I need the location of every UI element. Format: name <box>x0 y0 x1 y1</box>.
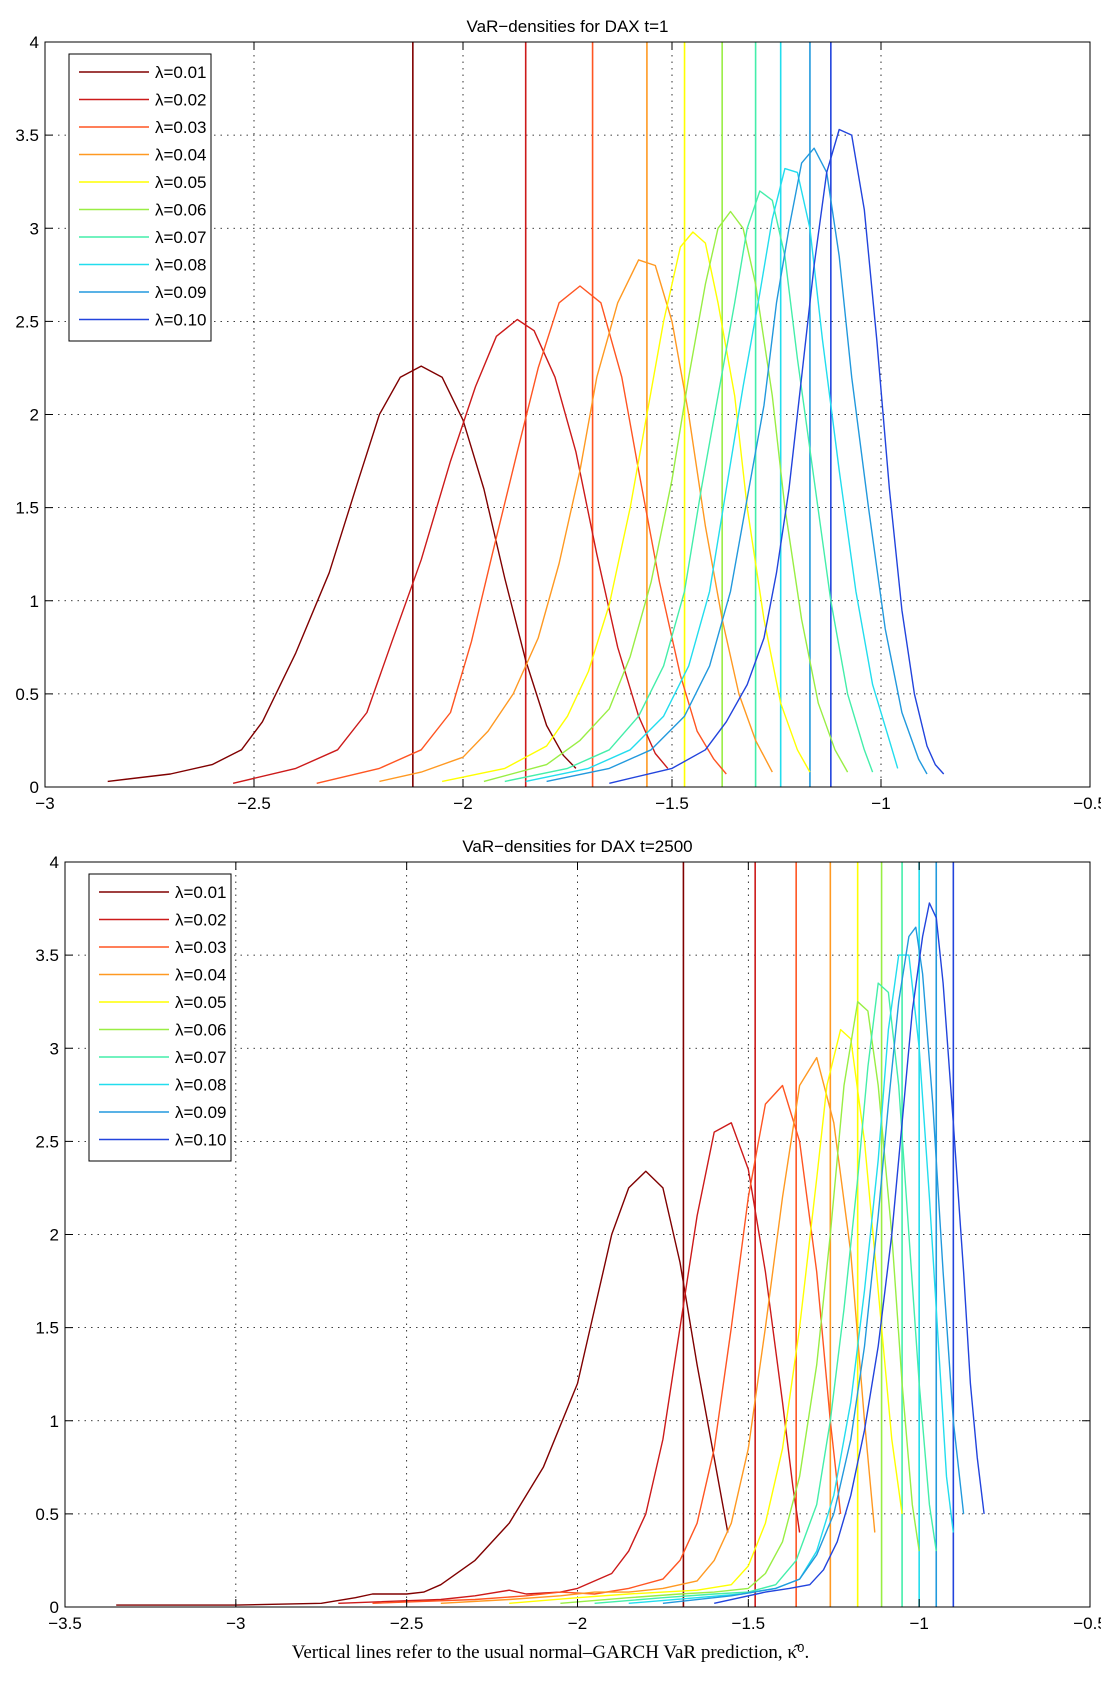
y-tick-label: 3 <box>50 1039 59 1058</box>
chart-panel-2: VaR−densities for DAX t=2500 −3.5 −3 −2.5 −2… <box>35 837 1101 1633</box>
series-line-8 <box>628 954 954 1604</box>
series-line-4 <box>440 1056 876 1604</box>
x-tick-label: −0.5 <box>1073 1614 1101 1633</box>
series-line-8 <box>525 167 899 783</box>
legend: λ=0.01 λ=0.02 λ=0.03 λ=0.04 λ=0.05 λ=0.06 λ=0.… <box>88 873 232 1162</box>
y-tick-label: 2 <box>50 1226 59 1245</box>
legend-label-8: λ=0.08 <box>155 256 207 275</box>
series-line-5 <box>509 1028 903 1604</box>
series-line-9 <box>662 926 965 1604</box>
plot-area <box>116 862 985 1607</box>
y-tick-label: 0 <box>30 778 39 797</box>
y-tick-label: 2.5 <box>35 1132 59 1151</box>
series-line-3 <box>372 1084 842 1604</box>
legend-box <box>68 53 212 342</box>
y-tick-label: 1.5 <box>35 1319 59 1338</box>
legend-label-2: λ=0.02 <box>155 91 207 110</box>
legend-label-7: λ=0.07 <box>175 1048 227 1067</box>
legend-label-2: λ=0.02 <box>175 911 227 930</box>
legend-label-9: λ=0.09 <box>155 283 207 302</box>
series-line-3 <box>316 285 727 784</box>
legend-label-3: λ=0.03 <box>175 938 227 957</box>
legend-label-3: λ=0.03 <box>155 118 207 137</box>
series-line-10 <box>609 128 945 784</box>
x-tick-label: −3 <box>226 1614 245 1633</box>
y-tick-label: 0 <box>50 1598 59 1617</box>
y-tick-label: 3.5 <box>35 946 59 965</box>
series-line-7 <box>504 190 874 783</box>
x-tick-label: −0.5 <box>1073 794 1101 813</box>
series-line-2 <box>338 1122 801 1604</box>
chart-panel-1: VaR−densities for DAX t=1 −3 −2.5 −2 −1.5 −1 −… <box>15 17 1101 813</box>
series-line-7 <box>594 982 937 1604</box>
legend-label-6: λ=0.06 <box>175 1021 227 1040</box>
legend-label-1: λ=0.01 <box>155 63 207 82</box>
y-tick-label: 4 <box>50 853 59 872</box>
y-tick-label: 0.5 <box>35 1505 59 1524</box>
legend-label-10: λ=0.10 <box>155 311 207 330</box>
legend-label-4: λ=0.04 <box>175 966 227 985</box>
x-tick-label: −3 <box>35 794 54 813</box>
chart-title: VaR−densities for DAX t=1 <box>467 17 669 36</box>
legend-label-4: λ=0.04 <box>155 146 207 165</box>
series-line-2 <box>232 318 669 784</box>
series-line-6 <box>483 210 849 783</box>
legend-label-9: λ=0.09 <box>175 1103 227 1122</box>
y-tick-label: 0.5 <box>15 685 39 704</box>
x-tick-label: −2 <box>568 1614 587 1633</box>
legend-label-6: λ=0.06 <box>155 201 207 220</box>
x-tick-label: −2.5 <box>237 794 271 813</box>
x-tick-label: −1.5 <box>655 794 689 813</box>
y-tick-label: 4 <box>30 33 39 52</box>
x-tick-label: −1 <box>871 794 890 813</box>
y-tick-label: 2 <box>30 406 39 425</box>
y-tick-label: 1 <box>50 1412 59 1431</box>
series-line-9 <box>546 147 928 783</box>
chart-title: VaR−densities for DAX t=2500 <box>462 837 692 856</box>
x-tick-label: −2 <box>453 794 472 813</box>
legend: λ=0.01 λ=0.02 λ=0.03 λ=0.04 λ=0.05 λ=0.06 λ=0.… <box>68 53 212 342</box>
series-line-6 <box>560 1001 920 1604</box>
y-tick-label: 3.5 <box>15 126 39 145</box>
x-tick-label: −1 <box>909 1614 928 1633</box>
y-tick-label: 3 <box>30 219 39 238</box>
legend-label-5: λ=0.05 <box>155 173 207 192</box>
series-line-4 <box>379 259 773 783</box>
series-line-1 <box>116 1170 729 1606</box>
plot-area <box>107 42 945 787</box>
legend-label-5: λ=0.05 <box>175 993 227 1012</box>
x-tick-label: −2.5 <box>390 1614 424 1633</box>
y-tick-label: 2.5 <box>15 312 39 331</box>
series-line-10 <box>714 902 985 1604</box>
series-line-5 <box>441 231 811 783</box>
legend-label-8: λ=0.08 <box>175 1076 227 1095</box>
figure-caption: Vertical lines refer to the usual normal… <box>291 1642 810 1663</box>
y-tick-label: 1 <box>30 592 39 611</box>
figure: VaR−densities for DAX t=1 −3 −2.5 −2 −1.5 −1 −… <box>15 17 1101 1633</box>
legend-label-10: λ=0.10 <box>175 1131 227 1150</box>
legend-box <box>88 873 232 1162</box>
legend-label-7: λ=0.07 <box>155 228 207 247</box>
y-tick-label: 1.5 <box>15 499 39 518</box>
x-tick-label: −1.5 <box>732 1614 766 1633</box>
series-line-1 <box>107 365 577 783</box>
x-tick-label: −3.5 <box>48 1614 82 1633</box>
legend-label-1: λ=0.01 <box>175 883 227 902</box>
